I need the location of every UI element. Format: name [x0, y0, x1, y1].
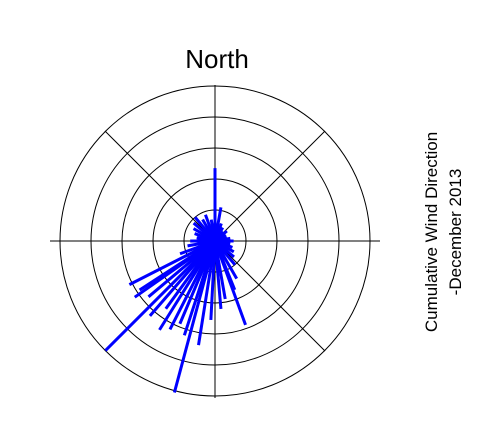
wind-spoke	[197, 240, 217, 346]
wind-spoke	[213, 240, 223, 310]
wind-spoke	[213, 240, 247, 326]
wind-spoke	[138, 239, 216, 292]
side-text: -December 2013	[446, 169, 465, 296]
chart-title: North	[185, 44, 249, 74]
side-text: Cumulative Wind Direction	[422, 132, 441, 332]
wind-spoke	[104, 239, 217, 352]
grid-ring	[121, 147, 309, 335]
grid-ring	[59, 85, 371, 397]
side-text-group: Cumulative Wind Direction -December 2013	[422, 132, 465, 332]
grid-ring	[90, 116, 340, 366]
wind-spoke	[209, 219, 217, 242]
wind-spoke	[128, 239, 216, 286]
